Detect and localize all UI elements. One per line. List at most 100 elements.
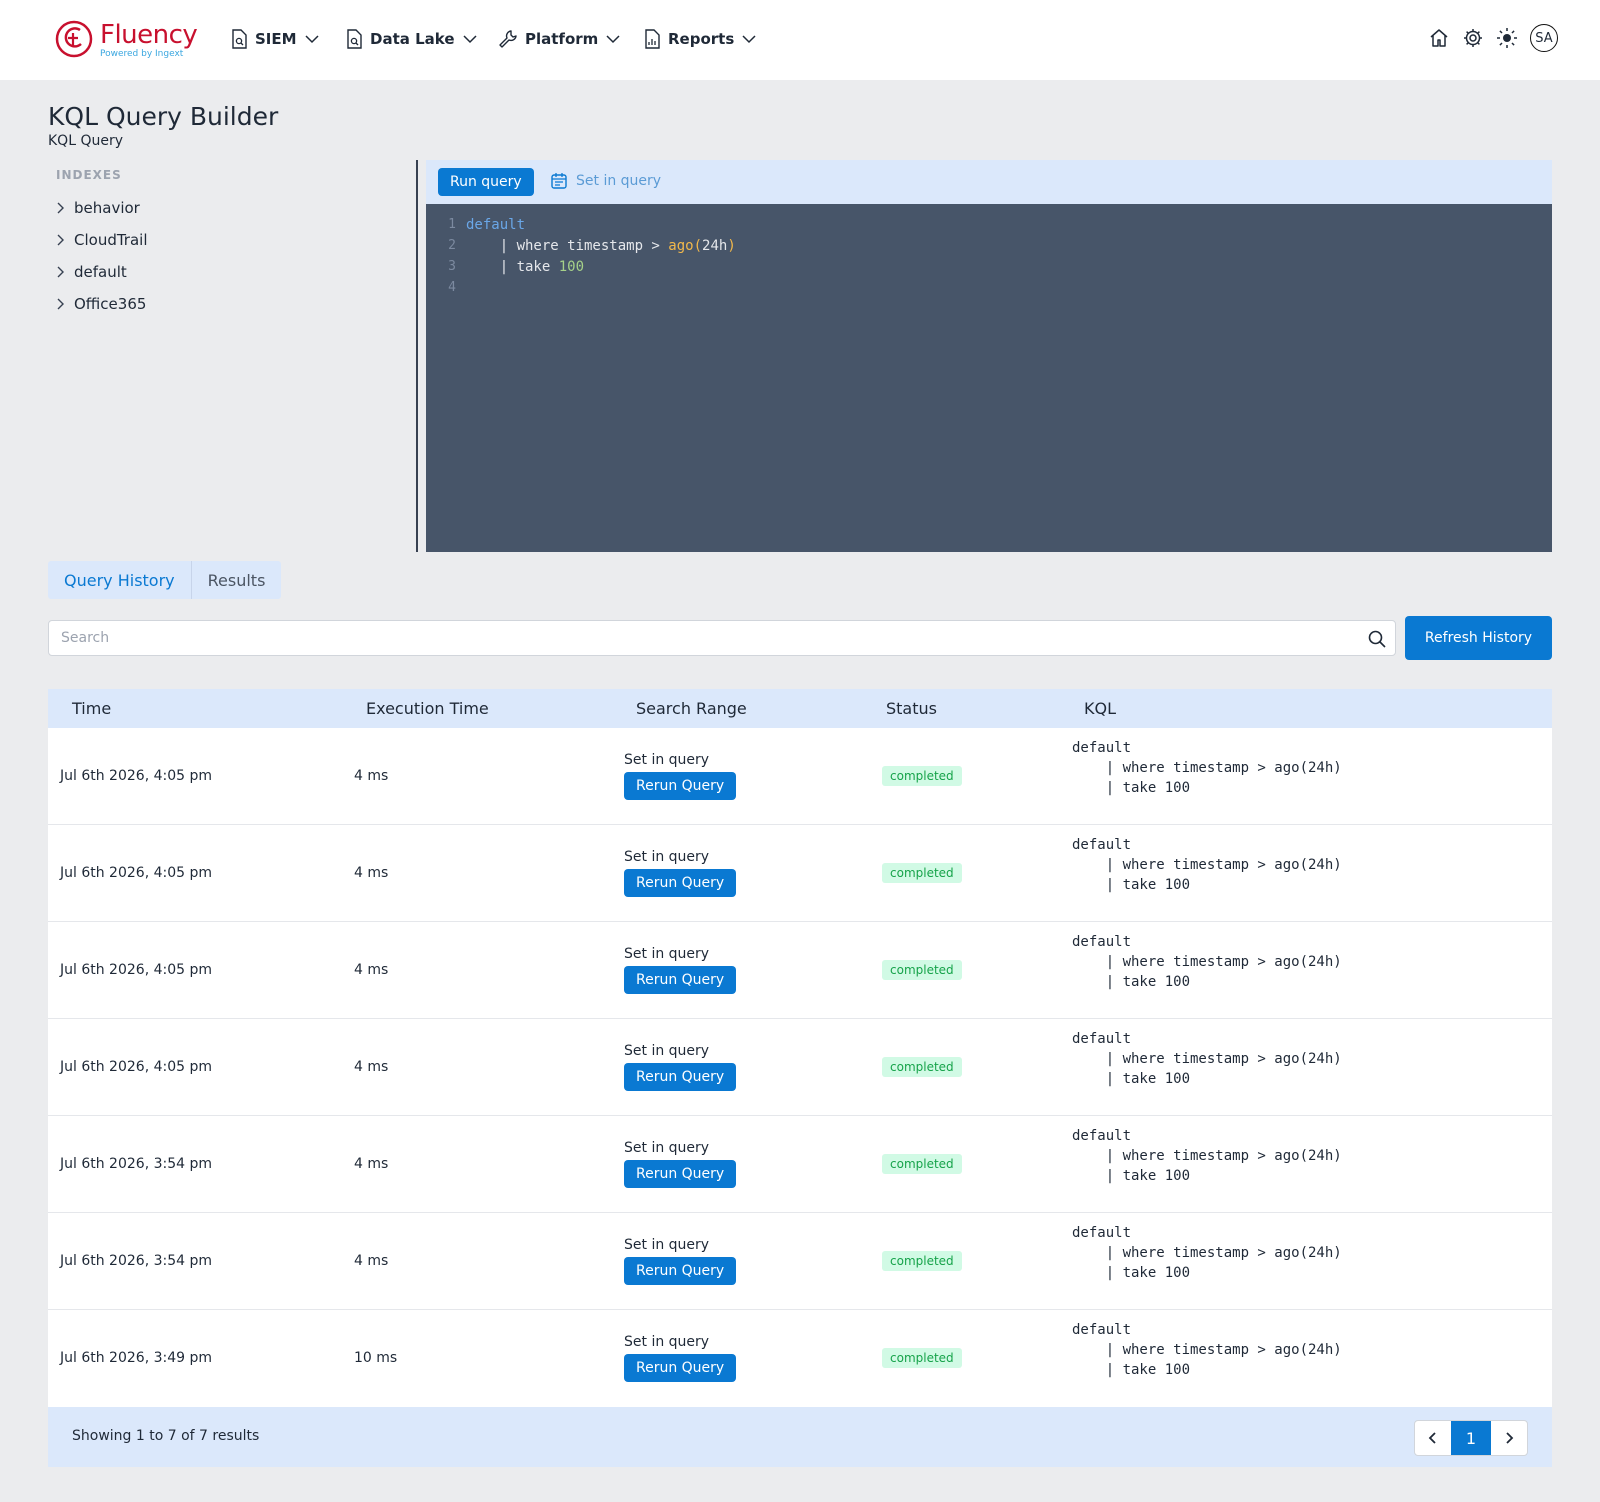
table-row: Jul 6th 2026, 4:05 pm 4 ms Set in query Rer… <box>48 1019 1552 1116</box>
chevron-right-icon <box>57 234 64 246</box>
gear-icon[interactable] <box>1462 27 1484 49</box>
table-row: Jul 6th 2026, 3:49 pm 10 ms Set in query Re… <box>48 1310 1552 1407</box>
line-number: 4 <box>448 280 456 295</box>
time-range-picker[interactable]: Set in query <box>550 172 661 190</box>
pane-splitter[interactable] <box>416 160 418 552</box>
status-badge: completed <box>882 1251 962 1271</box>
cell-kql: default | where timestamp > ago(24h) | t… <box>1072 1322 1342 1378</box>
rerun-query-button[interactable]: Rerun Query <box>624 1257 737 1285</box>
status-badge: completed <box>882 1057 962 1077</box>
code-token: 100 <box>558 258 585 275</box>
user-avatar[interactable]: SA <box>1530 24 1558 52</box>
rerun-query-button[interactable]: Rerun Query <box>624 1354 737 1382</box>
tab-results[interactable]: Results <box>190 561 282 599</box>
column-header-execution-time[interactable]: Execution Time <box>366 699 489 718</box>
rerun-query-button[interactable]: Rerun Query <box>624 869 737 897</box>
search-range-label: Set in query <box>624 1334 710 1350</box>
nav-data-lake-label: Data Lake <box>370 30 455 48</box>
cell-time: Jul 6th 2026, 3:54 pm <box>60 1253 213 1269</box>
index-item-office365[interactable]: Office365 <box>56 288 148 320</box>
chevron-down-icon <box>462 35 477 44</box>
line-number: 2 <box>448 238 456 253</box>
status-badge: completed <box>882 1348 962 1368</box>
cell-execution-time: 10 ms <box>354 1350 398 1366</box>
fluency-mark-icon <box>55 20 93 58</box>
table-row: Jul 6th 2026, 4:05 pm 4 ms Set in query Rer… <box>48 728 1552 825</box>
kql-code-editor[interactable]: 1 default 2 | where timestamp > ago(24h)… <box>426 204 1552 552</box>
cell-kql: default | where timestamp > ago(24h) | t… <box>1072 934 1342 990</box>
nav-platform[interactable]: Platform <box>498 26 621 52</box>
cell-time: Jul 6th 2026, 4:05 pm <box>60 962 213 978</box>
run-query-button[interactable]: Run query <box>438 168 534 196</box>
status-badge: completed <box>882 1154 962 1174</box>
chevron-down-icon <box>305 35 319 44</box>
code-token: ) <box>727 237 736 254</box>
code-line: 2 | where timestamp > ago(24h) <box>426 235 1552 256</box>
column-header-status[interactable]: Status <box>886 699 937 718</box>
line-number: 3 <box>448 259 456 274</box>
home-icon[interactable] <box>1428 27 1450 49</box>
index-label: default <box>74 263 127 281</box>
nav-data-lake[interactable]: Data Lake <box>345 26 478 52</box>
refresh-history-button[interactable]: Refresh History <box>1405 616 1552 660</box>
top-right-actions: SA <box>1428 24 1558 52</box>
cell-execution-time: 4 ms <box>354 1156 389 1172</box>
code-token: ( <box>693 237 703 254</box>
search-icon[interactable] <box>1367 629 1387 649</box>
search-range-label: Set in query <box>624 1237 710 1253</box>
rerun-query-button[interactable]: Rerun Query <box>624 772 737 800</box>
history-search <box>48 620 1396 656</box>
nav-siem[interactable]: SIEM <box>230 26 320 52</box>
rerun-query-button[interactable]: Rerun Query <box>624 1160 737 1188</box>
nav-reports-label: Reports <box>668 30 735 48</box>
column-header-search-range[interactable]: Search Range <box>636 699 747 718</box>
page-button-current[interactable]: 1 <box>1451 1421 1491 1455</box>
code-token: | where timestamp > <box>466 237 669 254</box>
search-range-label: Set in query <box>624 1043 710 1059</box>
column-header-kql[interactable]: KQL <box>1084 699 1116 718</box>
rerun-query-button[interactable]: Rerun Query <box>624 966 737 994</box>
column-header-time[interactable]: Time <box>72 699 112 718</box>
chevron-right-icon <box>57 202 64 214</box>
chevron-right-icon <box>57 266 64 278</box>
code-token: default <box>466 216 526 233</box>
calendar-icon <box>551 173 567 189</box>
index-label: Office365 <box>74 295 147 313</box>
cell-search-range: Set in query Rerun Query <box>624 946 737 994</box>
code-line: 3 | take 100 <box>426 256 1552 277</box>
file-search-icon <box>232 29 247 49</box>
indexes-heading: INDEXES <box>56 168 122 182</box>
nav-platform-label: Platform <box>525 30 599 48</box>
nav-reports[interactable]: Reports <box>643 26 757 52</box>
chevron-down-icon <box>742 35 756 44</box>
search-range-label: Set in query <box>624 849 710 865</box>
table-row: Jul 6th 2026, 3:54 pm 4 ms Set in query Rer… <box>48 1116 1552 1213</box>
file-search-icon <box>347 29 362 49</box>
rerun-query-button[interactable]: Rerun Query <box>624 1063 737 1091</box>
chevron-right-icon <box>1506 1432 1514 1444</box>
table-row: Jul 6th 2026, 4:05 pm 4 ms Set in query Rer… <box>48 922 1552 1019</box>
cell-search-range: Set in query Rerun Query <box>624 1140 737 1188</box>
page-subtitle: KQL Query <box>48 133 123 149</box>
index-list: behavior CloudTrail default Office365 <box>56 192 148 320</box>
chevron-right-icon <box>57 298 64 310</box>
index-item-cloudtrail[interactable]: CloudTrail <box>56 224 148 256</box>
search-input[interactable] <box>49 621 1339 655</box>
page-title: KQL Query Builder <box>48 102 279 131</box>
index-label: behavior <box>74 199 140 217</box>
code-line: 4 <box>426 277 1552 298</box>
tab-query-history[interactable]: Query History <box>64 570 175 590</box>
prev-page-button[interactable] <box>1415 1421 1451 1455</box>
table-row: Jul 6th 2026, 3:54 pm 4 ms Set in query Rer… <box>48 1213 1552 1310</box>
top-navbar: Fluency Powered by Ingext SIEM Data Lake… <box>0 0 1600 80</box>
cell-execution-time: 4 ms <box>354 962 389 978</box>
table-header: Time Execution Time Search Range Status … <box>48 689 1552 728</box>
code-line: 1 default <box>426 214 1552 235</box>
next-page-button[interactable] <box>1491 1421 1527 1455</box>
fluency-logo[interactable]: Fluency Powered by Ingext <box>54 18 198 62</box>
index-item-default[interactable]: default <box>56 256 148 288</box>
cell-kql: default | where timestamp > ago(24h) | t… <box>1072 1031 1342 1087</box>
search-range-label: Set in query <box>624 1140 710 1156</box>
index-item-behavior[interactable]: behavior <box>56 192 148 224</box>
sun-icon[interactable] <box>1496 27 1518 49</box>
